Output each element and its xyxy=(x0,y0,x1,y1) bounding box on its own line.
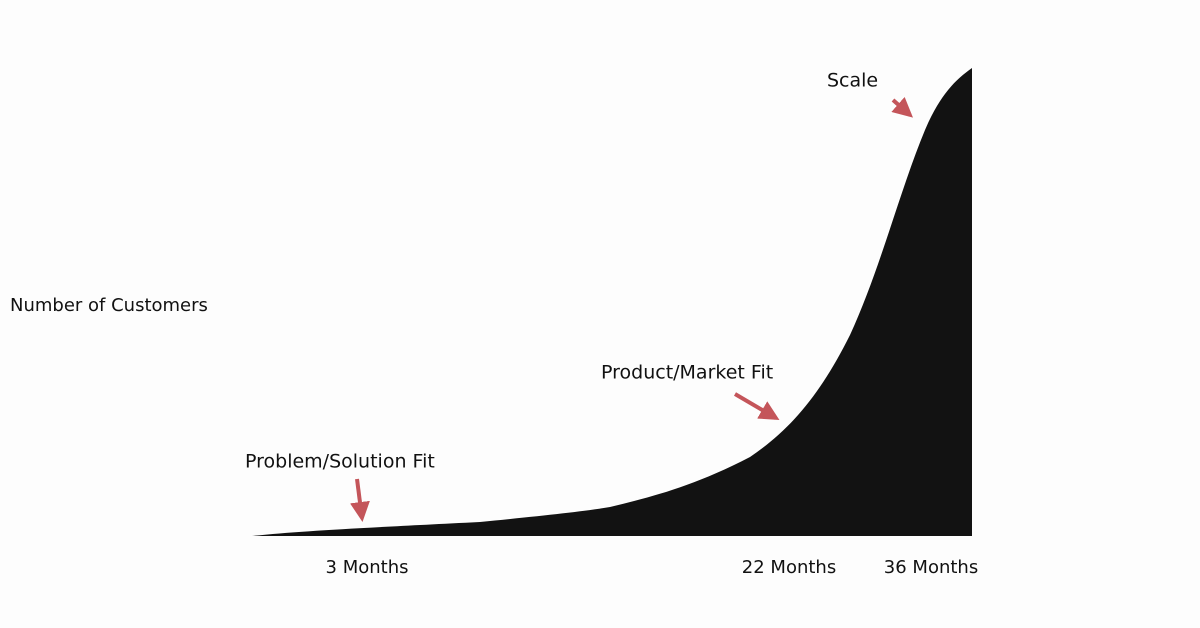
y-axis-label: Number of Customers xyxy=(10,295,208,316)
annotation: Product/Market Fit xyxy=(601,362,773,384)
arrow xyxy=(350,478,370,522)
arrow xyxy=(891,96,913,118)
x-label: 3 Months xyxy=(326,557,409,578)
growth-curve xyxy=(252,68,972,536)
arrow xyxy=(733,392,780,421)
annotation: Problem/Solution Fit xyxy=(245,451,435,473)
x-label: 22 Months xyxy=(742,557,836,578)
x-label: 36 Months xyxy=(884,557,978,578)
annotation: Scale xyxy=(827,70,878,92)
